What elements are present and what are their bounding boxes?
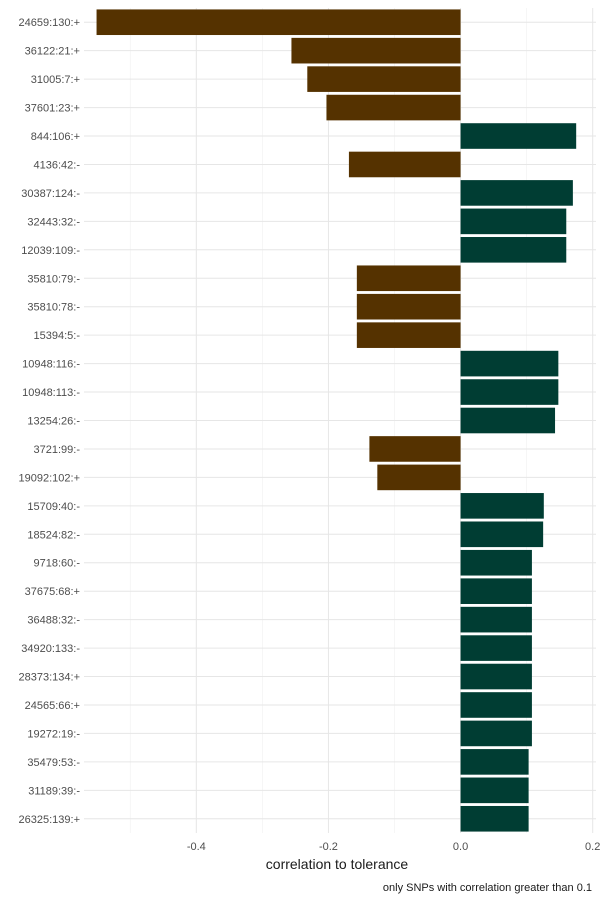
y-tick-label: 36122:21:+	[25, 46, 80, 58]
bar	[460, 549, 532, 576]
bar	[460, 407, 556, 434]
y-tick-label: 30387:124:-	[21, 188, 80, 200]
bar	[460, 663, 532, 690]
y-tick-label: 10948:116:-	[22, 359, 80, 371]
y-tick-label: 9718:60:-	[34, 558, 81, 570]
bar	[326, 94, 461, 121]
bar	[460, 777, 529, 804]
bars	[96, 9, 577, 832]
y-tick-label: 19092:102:+	[19, 472, 80, 484]
y-tick-labels: 24659:130:+ 36122:21:+ 31005:7:+ 37601:23:+…	[19, 17, 81, 826]
chart-caption: only SNPs with correlation greater than …	[383, 882, 592, 894]
y-tick-label: 34920:133:-	[21, 643, 80, 655]
bar	[377, 464, 461, 491]
bar	[460, 350, 559, 377]
bar	[356, 322, 461, 348]
y-tick-label: 37601:23:+	[25, 103, 80, 115]
x-tick-label: 0.0	[453, 841, 468, 853]
y-tick-label: 10948:113:-	[22, 387, 80, 399]
y-tick-label: 12039:109:-	[21, 245, 80, 257]
bar	[369, 436, 461, 462]
y-tick-label: 35810:78:-	[27, 302, 80, 314]
y-tick-label: 28373:134:+	[19, 672, 80, 684]
y-tick-label: 24659:130:+	[19, 17, 80, 29]
bar	[460, 606, 532, 633]
bar	[356, 293, 461, 320]
bar	[460, 692, 532, 718]
bar	[460, 521, 544, 548]
bar	[356, 265, 461, 292]
y-tick-label: 15709:40:-	[27, 501, 80, 513]
bar	[348, 151, 461, 178]
y-tick-label: 35810:79:-	[27, 273, 80, 285]
y-tick-label: 32443:32:-	[27, 216, 80, 228]
bar	[460, 805, 529, 832]
y-tick-label: 3721:99:-	[34, 444, 81, 456]
bar	[291, 37, 461, 64]
x-tick-labels: -0.4 -0.2 0.0 0.2	[187, 841, 600, 853]
y-tick-label: 31189:39:-	[28, 785, 80, 797]
x-axis-title: correlation to tolerance	[266, 856, 409, 872]
bar	[460, 635, 532, 661]
y-tick-label: 15394:5:-	[34, 330, 81, 342]
bar	[460, 123, 577, 149]
bar	[460, 208, 567, 235]
y-tick-label: 4136:42:-	[34, 159, 81, 171]
y-tick-label: 18524:82:-	[27, 529, 80, 541]
y-tick-label: 31005:7:+	[31, 74, 80, 86]
y-tick-label: 13254:26:-	[27, 416, 80, 428]
bar	[460, 237, 567, 263]
x-tick-label: 0.2	[585, 841, 600, 853]
y-tick-label: 19272:19:-	[27, 728, 80, 740]
bar	[460, 749, 529, 775]
bar	[460, 379, 559, 405]
bar	[460, 720, 532, 747]
x-tick-label: -0.2	[319, 841, 338, 853]
y-tick-label: 36488:32:-	[27, 615, 80, 627]
bar	[460, 180, 573, 206]
bar	[307, 66, 461, 92]
y-tick-label: 844:106:+	[31, 131, 80, 143]
y-tick-label: 26325:139:+	[19, 814, 80, 826]
y-tick-label: 35479:53:-	[27, 757, 80, 769]
bar	[96, 9, 461, 36]
x-tick-label: -0.4	[187, 841, 206, 853]
bar	[460, 578, 532, 604]
bar	[460, 493, 544, 519]
y-tick-label: 24565:66:+	[25, 700, 80, 712]
y-tick-label: 37675:68:+	[25, 586, 80, 598]
